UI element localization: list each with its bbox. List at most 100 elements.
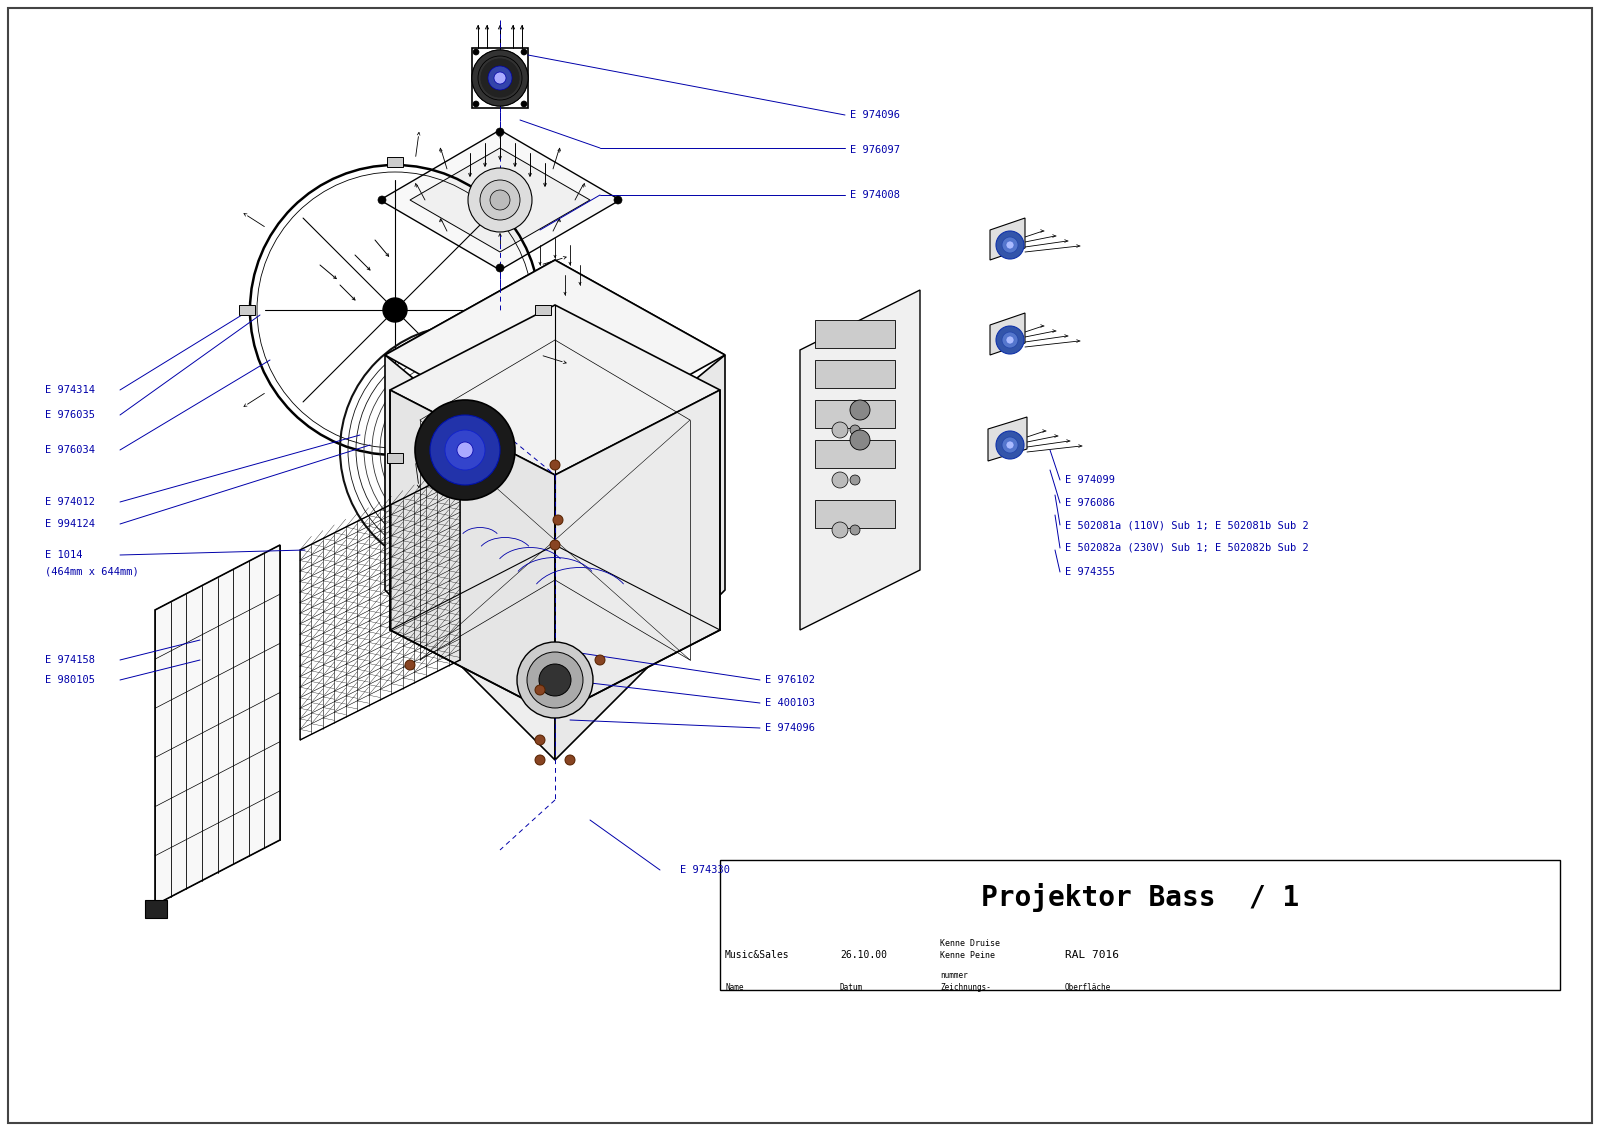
Circle shape xyxy=(850,475,861,485)
Circle shape xyxy=(850,430,870,450)
Polygon shape xyxy=(989,417,1027,461)
Circle shape xyxy=(995,231,1024,259)
Circle shape xyxy=(534,756,546,765)
Text: Datum: Datum xyxy=(840,984,862,993)
Text: E 974096: E 974096 xyxy=(850,110,899,120)
Circle shape xyxy=(550,539,560,550)
Circle shape xyxy=(565,756,574,765)
Circle shape xyxy=(850,425,861,435)
Circle shape xyxy=(995,431,1024,459)
Circle shape xyxy=(832,422,848,438)
Text: Zeichnungs-: Zeichnungs- xyxy=(941,984,990,993)
Circle shape xyxy=(1002,437,1018,454)
Bar xyxy=(814,500,894,528)
Circle shape xyxy=(382,297,406,322)
Circle shape xyxy=(405,661,414,670)
Text: E 980105: E 980105 xyxy=(45,675,94,685)
Circle shape xyxy=(595,655,605,665)
Polygon shape xyxy=(990,218,1026,260)
Circle shape xyxy=(496,74,504,83)
Polygon shape xyxy=(555,355,725,760)
Polygon shape xyxy=(386,355,555,760)
Text: E 502081a (110V) Sub 1; E 502081b Sub 2: E 502081a (110V) Sub 1; E 502081b Sub 2 xyxy=(1066,520,1309,530)
Circle shape xyxy=(850,525,861,535)
Circle shape xyxy=(467,169,531,232)
Text: E 400103: E 400103 xyxy=(765,698,814,708)
Circle shape xyxy=(458,442,474,458)
Polygon shape xyxy=(390,305,720,475)
Circle shape xyxy=(480,58,520,98)
Circle shape xyxy=(832,472,848,487)
Circle shape xyxy=(486,64,514,92)
Polygon shape xyxy=(386,260,725,355)
Text: E 974099: E 974099 xyxy=(1066,475,1115,485)
Bar xyxy=(387,157,403,167)
Circle shape xyxy=(534,685,546,696)
Bar xyxy=(814,360,894,388)
Text: E 976034: E 976034 xyxy=(45,444,94,455)
Circle shape xyxy=(496,264,504,271)
Polygon shape xyxy=(555,390,720,715)
Text: E 974355: E 974355 xyxy=(1066,567,1115,577)
Text: E 976035: E 976035 xyxy=(45,411,94,420)
Bar xyxy=(814,440,894,468)
Polygon shape xyxy=(381,130,621,270)
Polygon shape xyxy=(386,260,725,450)
Circle shape xyxy=(430,415,499,485)
Circle shape xyxy=(539,664,571,696)
Circle shape xyxy=(478,57,522,100)
Text: Projektor Bass  / 1: Projektor Bass / 1 xyxy=(981,883,1299,913)
Circle shape xyxy=(490,190,510,210)
Text: E 974158: E 974158 xyxy=(45,655,94,665)
Text: E 976097: E 976097 xyxy=(850,145,899,155)
Circle shape xyxy=(522,101,526,107)
Polygon shape xyxy=(390,390,555,715)
Bar xyxy=(238,305,254,316)
Text: E 974314: E 974314 xyxy=(45,385,94,395)
Text: E 976086: E 976086 xyxy=(1066,498,1115,508)
Circle shape xyxy=(1006,441,1014,449)
Text: RAL 7016: RAL 7016 xyxy=(1066,950,1118,960)
Polygon shape xyxy=(800,290,920,630)
Text: E 974012: E 974012 xyxy=(45,497,94,507)
Text: Name: Name xyxy=(725,984,744,993)
Circle shape xyxy=(472,50,528,106)
Circle shape xyxy=(1002,333,1018,348)
Circle shape xyxy=(522,49,526,55)
Circle shape xyxy=(614,196,622,204)
Text: Kenne Peine: Kenne Peine xyxy=(941,950,995,959)
Circle shape xyxy=(378,196,386,204)
Polygon shape xyxy=(990,313,1026,355)
Circle shape xyxy=(832,523,848,538)
Bar xyxy=(146,900,166,918)
Bar xyxy=(814,400,894,428)
Circle shape xyxy=(534,735,546,745)
Circle shape xyxy=(472,50,528,106)
Circle shape xyxy=(550,460,560,470)
Circle shape xyxy=(494,72,506,84)
Text: E 974330: E 974330 xyxy=(680,865,730,875)
Circle shape xyxy=(554,515,563,525)
Text: E 976102: E 976102 xyxy=(765,675,814,685)
Text: (464mm x 644mm): (464mm x 644mm) xyxy=(45,567,139,577)
Circle shape xyxy=(414,400,515,500)
Bar xyxy=(814,320,894,348)
Circle shape xyxy=(445,430,485,470)
Circle shape xyxy=(493,70,509,86)
Circle shape xyxy=(517,642,594,718)
Bar xyxy=(720,860,1560,990)
Circle shape xyxy=(1002,238,1018,253)
Text: E 974096: E 974096 xyxy=(765,723,814,733)
Polygon shape xyxy=(410,148,590,252)
Text: E 974008: E 974008 xyxy=(850,190,899,200)
Circle shape xyxy=(488,66,512,90)
Text: E 1014: E 1014 xyxy=(45,550,83,560)
Circle shape xyxy=(850,400,870,420)
Circle shape xyxy=(474,101,478,107)
Text: nummer: nummer xyxy=(941,972,968,981)
Circle shape xyxy=(995,326,1024,354)
Circle shape xyxy=(480,180,520,221)
Circle shape xyxy=(474,49,478,55)
Text: E 502082a (230V) Sub 1; E 502082b Sub 2: E 502082a (230V) Sub 1; E 502082b Sub 2 xyxy=(1066,543,1309,553)
Bar xyxy=(387,454,403,463)
